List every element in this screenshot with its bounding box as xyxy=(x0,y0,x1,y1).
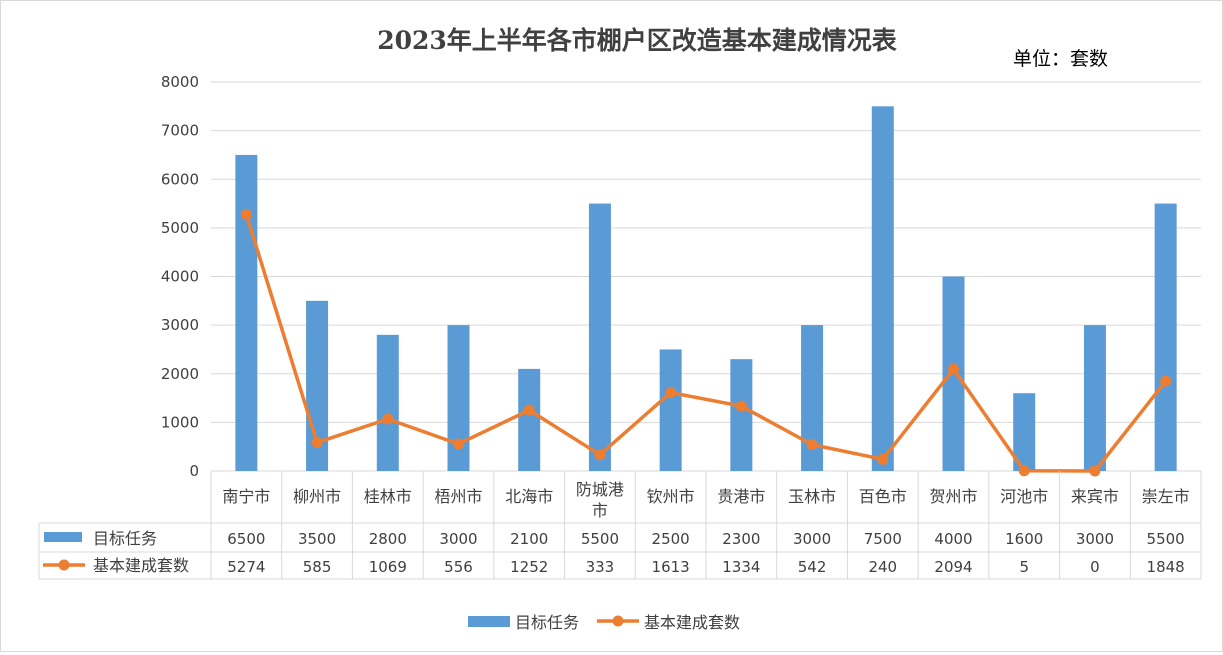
bar xyxy=(447,325,470,471)
table-value: 2500 xyxy=(652,530,690,548)
line-point xyxy=(523,404,535,416)
table-value: 3000 xyxy=(439,530,477,548)
table-value: 542 xyxy=(798,558,827,576)
category-label: 梧州市 xyxy=(434,487,482,506)
table-value: 240 xyxy=(868,558,897,576)
y-tick-label: 5000 xyxy=(161,219,199,237)
series-line xyxy=(244,214,1168,473)
bar xyxy=(801,325,824,471)
table-value: 3500 xyxy=(298,530,336,548)
category-label: 北海市 xyxy=(505,487,553,506)
bar xyxy=(871,106,894,471)
line-point xyxy=(311,437,323,449)
bar xyxy=(659,349,682,471)
table-value: 1613 xyxy=(652,558,690,576)
legend-label: 基本建成套数 xyxy=(644,613,740,632)
table-value: 3000 xyxy=(1076,530,1114,548)
line-point xyxy=(806,439,818,451)
y-tick-label: 2000 xyxy=(161,365,199,383)
line-point xyxy=(240,209,252,221)
table-value: 333 xyxy=(586,558,615,576)
category-label: 河池市 xyxy=(1000,487,1048,506)
y-tick-label: 0 xyxy=(189,462,199,480)
legend-key-bar xyxy=(44,532,82,542)
table-value: 6500 xyxy=(227,530,265,548)
category-label: 崇左市 xyxy=(1142,487,1190,506)
table-value: 5 xyxy=(1019,558,1029,576)
y-tick-label: 4000 xyxy=(161,268,199,286)
y-tick-label: 1000 xyxy=(161,413,199,431)
line-point xyxy=(948,363,959,375)
y-tick-label: 6000 xyxy=(161,170,199,188)
table-value: 2300 xyxy=(722,530,760,548)
bar xyxy=(1083,325,1106,471)
series-name: 基本建成套数 xyxy=(93,556,189,575)
y-tick-label: 8000 xyxy=(161,73,199,91)
line-point xyxy=(453,438,464,450)
bar xyxy=(1013,393,1036,471)
table-value: 556 xyxy=(444,558,473,576)
bar xyxy=(235,154,258,471)
legend-swatch-marker xyxy=(612,615,624,627)
y-tick-label: 3000 xyxy=(161,316,199,334)
table-value: 5500 xyxy=(581,530,619,548)
legend-label: 目标任务 xyxy=(515,613,579,632)
line-point xyxy=(594,449,606,461)
bar xyxy=(730,359,753,471)
category-label: 柳州市 xyxy=(293,487,341,506)
line-point xyxy=(1160,375,1172,387)
table-value: 5274 xyxy=(227,558,265,576)
category-label: 防城港 xyxy=(576,480,624,499)
category-label: 百色市 xyxy=(859,487,907,506)
category-label: 玉林市 xyxy=(788,487,836,506)
series-name: 目标任务 xyxy=(93,529,157,548)
category-label: 桂林市 xyxy=(364,487,412,506)
table-value: 1069 xyxy=(369,558,407,576)
table-value: 3000 xyxy=(793,530,831,548)
category-label: 贺州市 xyxy=(929,487,977,506)
category-label: 贵港市 xyxy=(717,487,765,506)
y-tick-label: 7000 xyxy=(161,122,199,140)
table-value: 2800 xyxy=(369,530,407,548)
table-value: 585 xyxy=(303,558,332,576)
table-value: 1600 xyxy=(1005,530,1043,548)
table-value: 4000 xyxy=(934,530,972,548)
category-label: 市 xyxy=(592,501,608,520)
table-value: 5500 xyxy=(1147,530,1185,548)
chart-title: 2023年上半年各市棚户区改造基本建成情况表 xyxy=(377,26,898,55)
table-value: 0 xyxy=(1090,558,1100,576)
legend-key-marker xyxy=(58,559,70,571)
category-label: 来宾市 xyxy=(1071,487,1119,506)
table-value: 2094 xyxy=(934,558,972,576)
bar xyxy=(1154,203,1177,471)
legend-swatch-bar xyxy=(468,616,510,627)
unit-label: 单位：套数 xyxy=(1013,48,1108,70)
table-value: 1334 xyxy=(722,558,760,576)
line-point xyxy=(1089,465,1101,477)
table-value: 2100 xyxy=(510,530,548,548)
bar xyxy=(588,203,611,471)
category-label: 南宁市 xyxy=(222,487,270,506)
table-value: 7500 xyxy=(864,530,902,548)
bar xyxy=(376,334,399,471)
line-point xyxy=(877,453,889,465)
line-point xyxy=(735,400,747,412)
line-point xyxy=(1018,465,1030,477)
table-value: 1252 xyxy=(510,558,548,576)
line-point xyxy=(382,413,394,425)
bar xyxy=(518,368,541,471)
table-value: 1848 xyxy=(1147,558,1185,576)
category-label: 钦州市 xyxy=(647,487,695,506)
line-point xyxy=(665,387,677,399)
